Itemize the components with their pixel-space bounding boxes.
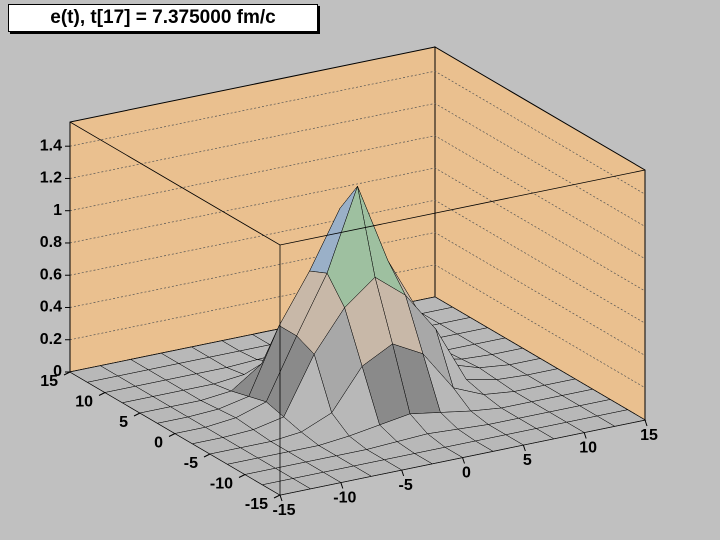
z-tick-label: 1.2: [40, 170, 62, 187]
grid-line: [69, 232, 646, 356]
y-tick-label: -10: [210, 476, 233, 493]
x-tick: [340, 482, 344, 489]
x-tick: [462, 457, 465, 464]
y-tick: [273, 494, 281, 499]
grid-line: [69, 167, 646, 292]
x-tick: [279, 494, 283, 502]
x-tick-label: 15: [640, 427, 658, 444]
z-tick-label: 1.4: [40, 137, 62, 154]
x-tick-label: 10: [579, 440, 597, 457]
chart-title: e(t), t[17] = 7.375000 fm/c: [8, 4, 318, 32]
z-tick-label: 0.2: [40, 331, 62, 348]
y-tick-label: -5: [184, 455, 198, 472]
grid-line: [69, 199, 646, 324]
y-tick-label: 15: [40, 373, 58, 390]
x-tick: [583, 432, 587, 439]
y-tick: [133, 412, 141, 417]
x-tick: [401, 469, 405, 477]
y-tick-label: 5: [119, 414, 128, 431]
z-tick-label: 0.6: [40, 266, 62, 283]
x-tick: [522, 444, 526, 452]
y-tick: [238, 474, 246, 478]
x-tick-label: -10: [333, 490, 356, 507]
y-tick-label: 10: [75, 394, 93, 411]
y-tick: [168, 433, 176, 437]
x-tick-label: 0: [462, 465, 471, 482]
grid-line: [69, 70, 646, 195]
y-tick-label: 0: [154, 435, 163, 452]
z-tick-label: 0.8: [40, 234, 62, 251]
grid-line: [69, 264, 646, 389]
y-tick: [98, 392, 106, 396]
x-tick: [644, 419, 648, 427]
y-tick: [63, 371, 71, 376]
z-tick-label: 0: [53, 363, 62, 380]
grid-line: [69, 135, 646, 260]
z-tick-label: 1: [53, 202, 62, 219]
y-tick: [203, 453, 211, 458]
z-tick-label: 0.4: [40, 299, 62, 316]
x-tick-label: -15: [272, 502, 295, 519]
surface-cell: [261, 478, 312, 496]
x-tick-label: -5: [399, 477, 413, 494]
grid-line: [69, 103, 646, 227]
x-tick-label: 5: [523, 452, 532, 469]
y-tick-label: -15: [245, 496, 268, 513]
